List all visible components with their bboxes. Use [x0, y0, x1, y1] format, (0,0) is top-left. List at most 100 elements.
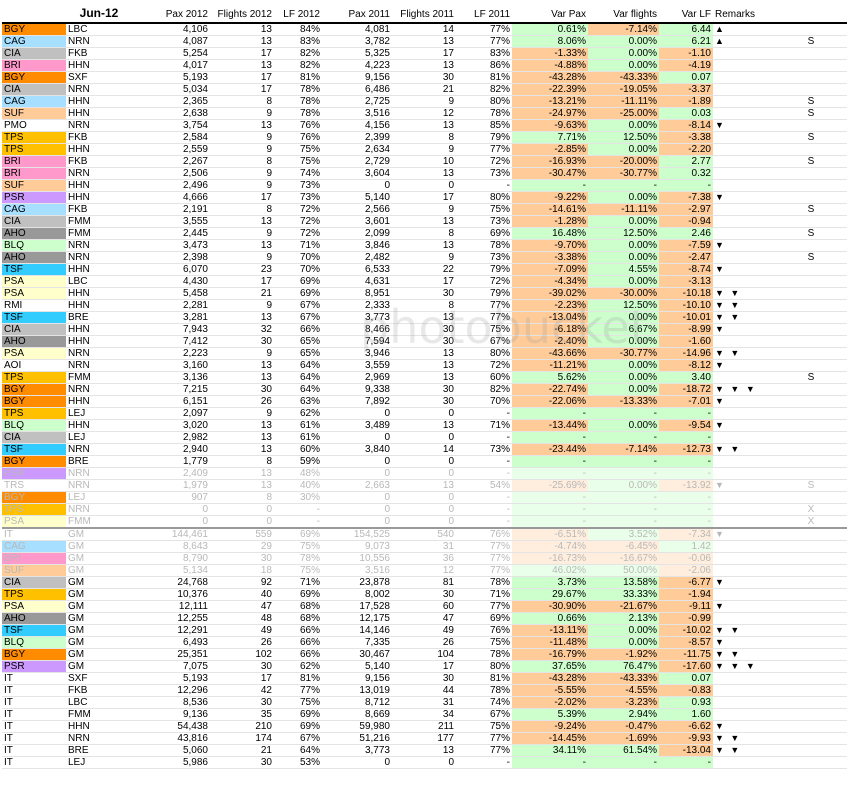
pax-2011-cell: 3,489: [322, 419, 392, 432]
origin-cell: PSR: [2, 191, 66, 204]
status-mark-cell: S: [775, 95, 847, 108]
destination-cell: HHN: [66, 323, 132, 336]
var-lf-cell: 6.21: [659, 35, 713, 48]
var-flights-cell: -0.47%: [588, 720, 659, 733]
flights-2012-cell: 0: [210, 503, 274, 516]
var-pax-cell: -1.28%: [512, 215, 588, 228]
flights-2011-cell: 13: [392, 119, 456, 132]
remarks-cell: ▼: [713, 479, 775, 492]
flights-2011-cell: 30: [392, 71, 456, 84]
lf-2011-cell: -: [456, 407, 512, 420]
flights-2012-cell: 9: [210, 347, 274, 360]
origin-cell: SUF: [2, 107, 66, 120]
lf-2011-cell: 77%: [456, 540, 512, 553]
var-lf-cell: -: [659, 407, 713, 420]
var-flights-cell: 0.00%: [588, 59, 659, 72]
var-lf-cell: -2.20: [659, 143, 713, 156]
lf-2011-cell: 81%: [456, 672, 512, 685]
pax-2012-cell: 6,151: [132, 395, 210, 408]
origin-cell: CIA: [2, 215, 66, 228]
pax-2012-cell: 2,398: [132, 251, 210, 264]
status-mark-cell: [775, 287, 847, 300]
table-row: BGY BRE 1,779 8 59% 0 0- - - -: [2, 455, 847, 468]
lf-2012-cell: 68%: [274, 600, 322, 613]
var-pax-cell: -14.61%: [512, 203, 588, 216]
status-mark-cell: S: [775, 107, 847, 120]
var-flights-cell: -3.23%: [588, 696, 659, 709]
lf-2011-cell: -: [456, 491, 512, 504]
flights-2012-cell: 9: [210, 167, 274, 180]
destination-cell: HHN: [66, 263, 132, 276]
pax-2012-cell: 7,943: [132, 323, 210, 336]
var-lf-cell: -9.11: [659, 600, 713, 613]
status-mark-cell: [775, 383, 847, 396]
var-lf-cell: 6.44: [659, 24, 713, 36]
var-flights-cell: 0.00%: [588, 335, 659, 348]
table-row: CIA LEJ 2,982 13 61% 0 0- - - -: [2, 431, 847, 444]
var-flights-cell: 0.00%: [588, 251, 659, 264]
origin-cell: PSR: [2, 467, 66, 480]
var-lf-cell: -3.13: [659, 275, 713, 288]
var-lf-cell: 0.07: [659, 672, 713, 685]
var-pax-cell: -14.45%: [512, 732, 588, 745]
pax-2012-cell: 3,281: [132, 311, 210, 324]
var-flights-cell: 0.00%: [588, 311, 659, 324]
origin-cell: SUF: [2, 179, 66, 192]
table-row: AHO GM 12,255 48 68% 12,175 47 69% 0.66% 2.13% -0.…: [2, 612, 847, 625]
lf-2011-cell: 75%: [456, 636, 512, 649]
pax-2012-cell: 3,754: [132, 119, 210, 132]
pax-2011-cell: 2,566: [322, 203, 392, 216]
var-lf-cell: 0.32: [659, 167, 713, 180]
lf-2011-cell: 72%: [456, 275, 512, 288]
pax-2012-cell: 12,291: [132, 624, 210, 637]
flights-2012-cell: 13: [210, 59, 274, 72]
pax-2012-cell: 9,136: [132, 708, 210, 721]
table-row: PSR NRN 2,409 13 48% 0 0- - - -: [2, 467, 847, 480]
pax-2012-cell: 2,191: [132, 203, 210, 216]
col-header-flights-2012: Flights 2012: [217, 8, 272, 20]
origin-cell: PMO: [2, 119, 66, 132]
origin-cell: TSF: [2, 311, 66, 324]
lf-2012-cell: 75%: [274, 143, 322, 156]
lf-2012-cell: 76%: [274, 119, 322, 132]
flights-2012-cell: 48: [210, 612, 274, 625]
table-row: IT BRE 5,060 21 64% 3,773 13 77% 34.11% 61.54% -13…: [2, 744, 847, 757]
remarks-cell: ▼: [713, 359, 775, 372]
flights-2012-cell: 21: [210, 287, 274, 300]
origin-cell: AHO: [2, 612, 66, 625]
table-row: TPS NRN 0 0-0 0- - - - X: [2, 503, 847, 516]
var-lf-cell: -: [659, 515, 713, 529]
var-flights-cell: 0.00%: [588, 47, 659, 60]
lf-2012-cell: 75%: [274, 696, 322, 709]
var-pax-cell: 5.62%: [512, 371, 588, 384]
lf-2011-cell: 60%: [456, 371, 512, 384]
pax-2012-cell: 2,267: [132, 155, 210, 168]
lf-2012-cell: 67%: [274, 311, 322, 324]
lf-2012-cell: 30%: [274, 491, 322, 504]
destination-cell: BRE: [66, 744, 132, 757]
destination-cell: FKB: [66, 131, 132, 144]
var-pax-cell: -2.40%: [512, 335, 588, 348]
var-pax-cell: 29.67%: [512, 588, 588, 601]
pax-2012-cell: 144,461: [132, 527, 210, 541]
origin-cell: CIA: [2, 431, 66, 444]
pax-2011-cell: 10,556: [322, 552, 392, 565]
var-pax-cell: -16.79%: [512, 648, 588, 661]
var-pax-cell: 46.02%: [512, 564, 588, 577]
lf-2011-cell: 75%: [456, 323, 512, 336]
lf-2012-cell: 73%: [274, 179, 322, 192]
lf-2012-cell: 62%: [274, 660, 322, 673]
pax-2011-cell: 5,140: [322, 660, 392, 673]
origin-cell: CIA: [2, 323, 66, 336]
lf-2012-cell: -: [274, 503, 322, 516]
destination-cell: FKB: [66, 203, 132, 216]
lf-2011-cell: 73%: [456, 251, 512, 264]
var-pax-cell: -22.74%: [512, 383, 588, 396]
var-flights-cell: -11.11%: [588, 203, 659, 216]
status-mark-cell: [775, 275, 847, 288]
var-pax-cell: -6.51%: [512, 527, 588, 541]
destination-cell: FMM: [66, 215, 132, 228]
lf-2012-cell: 74%: [274, 167, 322, 180]
status-mark-cell: S: [775, 131, 847, 144]
destination-cell: FMM: [66, 708, 132, 721]
